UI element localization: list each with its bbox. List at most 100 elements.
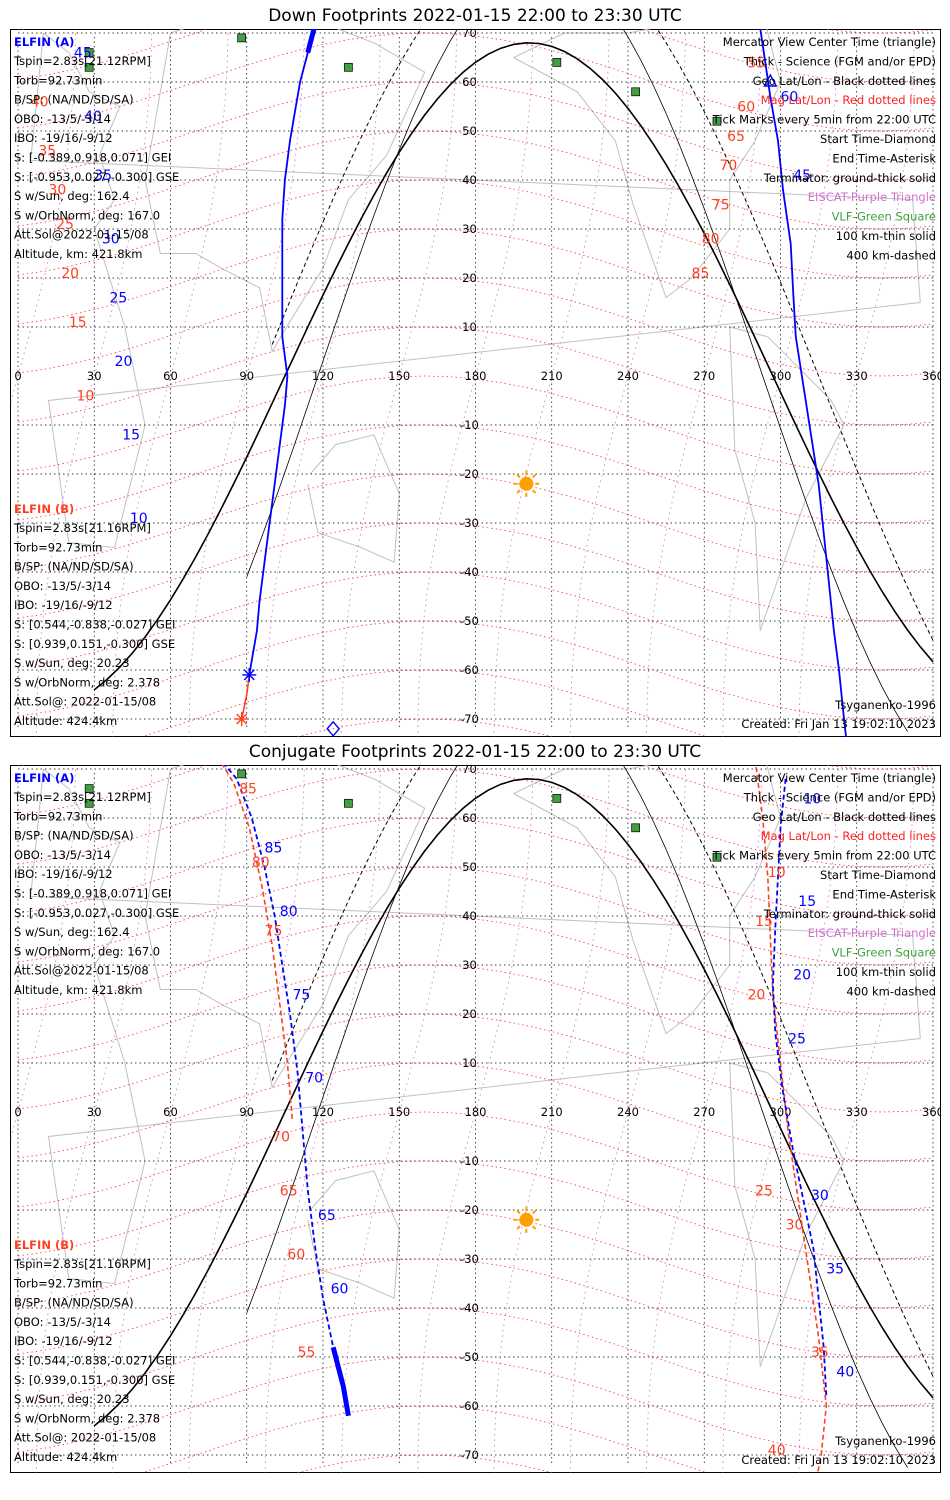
elfin-a-mlat-label: 65 xyxy=(318,1208,336,1224)
elfin-a-info-line: S: [-0.953,0.027,-0.300] GSE xyxy=(14,170,179,184)
vlf-site-marker xyxy=(237,33,247,43)
legend-entry: Tick Marks every 5min from 22:00 UTC xyxy=(712,113,936,127)
created-timestamp: Created: Fri Jan 13 19:02:10 2023 xyxy=(741,1453,936,1467)
elfin-b-mlat-label: 75 xyxy=(712,197,730,213)
mag-meridian xyxy=(646,765,763,1473)
y-tick-label: 60 xyxy=(462,811,477,825)
y-tick-label: -50 xyxy=(460,1350,479,1364)
elfin-a-info-line: B/SP: (NA/ND/SD/SA) xyxy=(14,829,134,843)
elfin-a-info-line: Altitude, km: 421.8km xyxy=(14,983,142,997)
x-tick-label: 300 xyxy=(770,369,792,383)
elfin-a-mlat-label: 85 xyxy=(265,840,283,856)
x-tick-label: 330 xyxy=(846,369,868,383)
elfin-a-mlat-label: 30 xyxy=(811,1188,829,1204)
elfin-a-mlat-label: 35 xyxy=(94,168,112,184)
elfin-a-info-line: IBO: -19/16/-9/12 xyxy=(14,131,113,145)
y-tick-label: 40 xyxy=(462,173,477,187)
elfin-b-mlat-label: 70 xyxy=(720,158,738,174)
elfin-a-mlat-label: 10 xyxy=(130,511,148,527)
elfin-b-mlat-label: 40 xyxy=(31,95,49,111)
elfin-a-mlat-label: 45 xyxy=(74,46,92,62)
y-tick-label: 70 xyxy=(462,29,477,40)
x-tick-label: 210 xyxy=(541,369,563,383)
elfin-b-mlat-label: 10 xyxy=(768,865,786,881)
elfin-b-mlat-label: 15 xyxy=(69,315,87,331)
y-tick-label: -20 xyxy=(460,1203,479,1217)
y-tick-label: 30 xyxy=(462,222,477,236)
elfin-b-info-line: S w/Sun, deg: 20.23 xyxy=(14,1392,130,1406)
elfin-a-info-line: B/SP: (NA/ND/SD/SA) xyxy=(14,93,134,107)
elfin-a-info-line: Att.Sol@2022-01-15/08 xyxy=(14,964,149,978)
elfin-a-info-line: Tspin=2.83s[21.12RPM] xyxy=(13,790,151,804)
x-tick-label: 60 xyxy=(163,369,178,383)
vlf-site-marker xyxy=(84,798,94,808)
elfin-b-mlat-label: 65 xyxy=(727,129,745,145)
elfin-b-end-asterisk xyxy=(234,712,249,726)
elfin-a-mlat-label: 80 xyxy=(280,904,298,920)
y-tick-label: 60 xyxy=(462,75,477,89)
terminator-ground xyxy=(93,41,934,691)
mag-meridian xyxy=(188,29,305,737)
terminator-100km xyxy=(246,29,908,732)
vlf-site-marker xyxy=(631,823,640,833)
elfin-b-info-line: S w/Sun, deg: 20.23 xyxy=(14,656,130,670)
elfin-b-mlat-label: 10 xyxy=(76,389,94,405)
elfin-b-info-line: Att.Sol@: 2022-01-15/08 xyxy=(14,695,156,709)
elfin-a-mlat-label: 40 xyxy=(836,1365,854,1381)
y-tick-label: -60 xyxy=(460,663,479,677)
elfin-a-mlat-label: 65 xyxy=(768,29,786,32)
elfin-a-track-second-pass xyxy=(759,29,847,737)
elfin-a-mlat-label: 25 xyxy=(110,291,128,307)
elfin-b-mlat-label: 70 xyxy=(272,1129,290,1145)
elfin-b-mlat-label: 55 xyxy=(747,55,765,71)
elfin-a-mlat-label: 35 xyxy=(826,1262,844,1278)
mag-meridian xyxy=(36,765,153,1473)
elfin-b-mlat-label: 85 xyxy=(692,266,710,282)
elfin-b-info-line: S: [0.939,0.151,-0.300] GSE xyxy=(14,1373,175,1387)
mag-meridian xyxy=(10,29,76,407)
elfin-a-info-line: IBO: -19/16/-9/12 xyxy=(14,867,113,881)
legend-entry: EISCAT-Purple Triangle xyxy=(808,926,936,940)
legend-entry: Mag Lat/Lon - Red dotted lines xyxy=(761,829,936,843)
x-tick-label: 60 xyxy=(163,1105,178,1119)
vlf-site-marker xyxy=(712,852,722,862)
sun-icon xyxy=(513,470,540,497)
elfin-b-mlat-label: 75 xyxy=(265,924,283,940)
legend-entry: Thick - Science (FGM and/or EPD) xyxy=(743,790,936,804)
elfin-b-mlat-label: 30 xyxy=(49,183,67,199)
x-tick-label: 150 xyxy=(388,1105,410,1119)
elfin-b-info-line: Tspin=2.83s[21.16RPM] xyxy=(13,521,151,535)
sun-icon xyxy=(513,1206,540,1233)
y-tick-label: 10 xyxy=(462,1056,477,1070)
legend-entry: Terminator: ground-thick solid xyxy=(763,171,936,185)
elfin-a-info-line: S: [-0.389,0.918,0.071] GEI xyxy=(14,887,171,901)
y-tick-label: -20 xyxy=(460,467,479,481)
vlf-site-marker xyxy=(344,798,353,808)
legend-entry: 400 km-dashed xyxy=(846,984,936,998)
mag-meridian xyxy=(341,765,458,1473)
elfin-b-info-line: IBO: -19/16/-9/12 xyxy=(14,1334,113,1348)
legend-entry: EISCAT-Purple Triangle xyxy=(808,190,936,204)
elfin-b-track xyxy=(240,674,251,720)
elfin-a-info-line: S: [-0.953,0.027,-0.300] GSE xyxy=(14,906,179,920)
elfin-b-info-line: IBO: -19/16/-9/12 xyxy=(14,598,113,612)
elfin-b-info-line: Torb=92.73min xyxy=(13,1276,102,1290)
x-tick-label: 0 xyxy=(14,1105,21,1119)
page-title-down: Down Footprints 2022-01-15 22:00 to 23:3… xyxy=(268,6,682,26)
model-name: Tsyganenko-1996 xyxy=(834,1434,936,1448)
elfin-a-info-line: S: [-0.389,0.918,0.071] GEI xyxy=(14,151,171,165)
y-tick-label: 70 xyxy=(462,765,477,776)
mag-parallel xyxy=(144,1405,705,1473)
elfin-b-mlat-label: 85 xyxy=(239,782,257,798)
vlf-site-marker xyxy=(552,58,562,67)
elfin-a-science-segment xyxy=(305,29,317,54)
elfin-a-mlat-label: 30 xyxy=(102,232,120,248)
y-tick-label: 30 xyxy=(462,958,477,972)
elfin-b-info-line: B/SP: (NA/ND/SD/SA) xyxy=(14,1296,134,1310)
legend-entry: VLF-Green Square xyxy=(832,210,936,224)
coastline xyxy=(30,32,921,549)
legend-entry: End Time-Asterisk xyxy=(832,151,936,165)
vlf-site-marker xyxy=(84,784,94,793)
legend-entry: End Time-Asterisk xyxy=(832,887,936,901)
y-tick-label: -40 xyxy=(460,1301,479,1315)
